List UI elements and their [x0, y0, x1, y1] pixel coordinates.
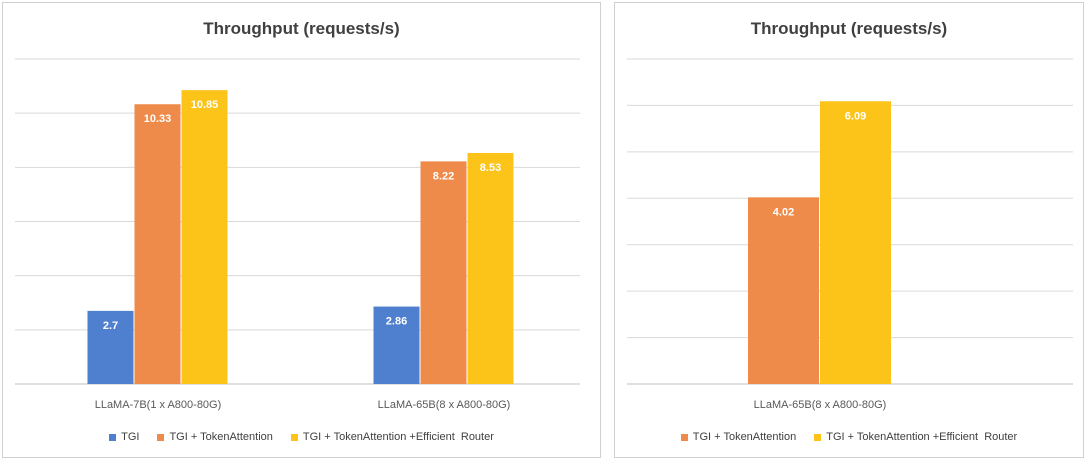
- category-label: LLaMA-7B(1 x A800-80G): [95, 399, 222, 411]
- legend-item: TGI + TokenAttention +Efficient Router: [814, 431, 1017, 443]
- legend-item: TGI + TokenAttention: [157, 431, 273, 443]
- bar: [420, 161, 467, 384]
- legend-swatch: [290, 433, 298, 441]
- bar: [820, 101, 891, 384]
- bar-chart-right: 4.02 6.09 LLaMA-65B(8 x A800-80G): [627, 58, 1073, 411]
- legend-right: TGI + TokenAttention TGI + TokenAttention…: [615, 431, 1083, 443]
- legend-item: TGI + TokenAttention +Efficient Router: [290, 431, 494, 443]
- legend-label: TGI + TokenAttention: [169, 431, 273, 443]
- bar: [467, 152, 514, 384]
- bar: [134, 104, 181, 385]
- legend-swatch: [157, 433, 165, 441]
- data-label: 10.33: [144, 113, 172, 125]
- chart-panel-left: Throughput (requests/s) 2.7 10.33 10.85 LLa…: [2, 2, 601, 458]
- legend-label: TGI + TokenAttention +Efficient Router: [826, 431, 1018, 443]
- bar: [181, 90, 228, 384]
- chart-title: Throughput (requests/s): [203, 19, 400, 38]
- legend-item: TGI + TokenAttention: [680, 431, 797, 443]
- legend-label: TGI + TokenAttention +Efficient Router: [302, 431, 494, 443]
- category-label: LLaMA-65B(8 x A800-80G): [754, 399, 887, 411]
- data-label: 6.09: [845, 110, 866, 122]
- legend-label: TGI: [121, 431, 140, 443]
- data-label: 2.7: [103, 320, 118, 332]
- data-label: 2.86: [386, 316, 407, 328]
- legend-swatch: [680, 433, 688, 441]
- legend-item: TGI: [109, 431, 139, 443]
- chart-panel-right: Throughput (requests/s) 4.02 6.09 LLaMA-65…: [614, 2, 1084, 458]
- data-label: 8.22: [433, 170, 454, 182]
- data-label: 4.02: [773, 206, 794, 218]
- bar: [373, 306, 420, 384]
- legend-left: TGI TGI + TokenAttention TGI + TokenAttent…: [3, 431, 600, 443]
- bar: [748, 197, 819, 384]
- legend-swatch: [814, 433, 822, 441]
- data-label: 10.85: [191, 99, 219, 111]
- category-label: LLaMA-65B(8 x A800-80G): [378, 399, 511, 411]
- legend-swatch: [109, 433, 117, 441]
- bar: [87, 310, 134, 384]
- legend-label: TGI + TokenAttention: [692, 431, 797, 443]
- bar-chart-left: 2.7 10.33 10.85 LLaMA-7B(1 x A800-80G) 2.86 8…: [15, 58, 580, 411]
- chart-title: Throughput (requests/s): [750, 19, 948, 38]
- data-label: 8.53: [480, 162, 501, 174]
